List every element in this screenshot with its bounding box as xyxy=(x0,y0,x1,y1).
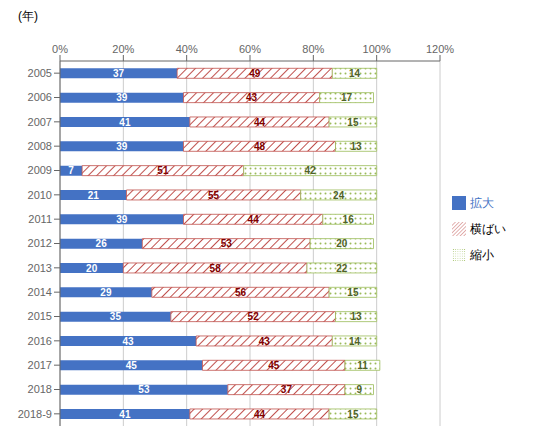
svg-text:58: 58 xyxy=(210,263,222,274)
svg-text:80%: 80% xyxy=(302,43,324,55)
svg-text:55: 55 xyxy=(208,190,220,201)
svg-text:17: 17 xyxy=(341,92,353,103)
svg-text:13: 13 xyxy=(351,311,363,322)
svg-text:44: 44 xyxy=(254,409,266,420)
svg-text:14: 14 xyxy=(349,336,361,347)
svg-text:2006: 2006 xyxy=(28,91,52,103)
svg-text:43: 43 xyxy=(259,336,271,347)
svg-text:2016: 2016 xyxy=(28,335,52,347)
svg-text:44: 44 xyxy=(248,214,260,225)
svg-text:37: 37 xyxy=(113,68,125,79)
svg-text:15: 15 xyxy=(347,287,359,298)
svg-text:11: 11 xyxy=(357,360,368,371)
svg-text:49: 49 xyxy=(249,68,261,79)
svg-text:22: 22 xyxy=(336,263,348,274)
svg-text:45: 45 xyxy=(268,360,280,371)
svg-text:16: 16 xyxy=(343,214,355,225)
svg-text:43: 43 xyxy=(246,92,258,103)
html-text:横ばい: 横ばい xyxy=(470,221,506,236)
svg-text:53: 53 xyxy=(221,238,233,249)
svg-text:39: 39 xyxy=(116,141,128,152)
svg-text:24: 24 xyxy=(333,190,345,201)
html-text:拡大: 拡大 xyxy=(470,195,494,210)
svg-text:37: 37 xyxy=(281,384,293,395)
svg-text:43: 43 xyxy=(123,336,135,347)
svg-text:2018-9: 2018-9 xyxy=(18,408,52,420)
svg-text:100%: 100% xyxy=(363,43,391,55)
svg-text:14: 14 xyxy=(349,68,361,79)
svg-text:40%: 40% xyxy=(176,43,198,55)
svg-text:13: 13 xyxy=(351,141,363,152)
svg-text:20: 20 xyxy=(336,238,348,249)
svg-text:2010: 2010 xyxy=(28,189,52,201)
svg-text:21: 21 xyxy=(88,190,100,201)
svg-text:9: 9 xyxy=(356,384,362,395)
svg-text:60%: 60% xyxy=(239,43,261,55)
svg-text:48: 48 xyxy=(254,141,266,152)
svg-text:15: 15 xyxy=(347,409,359,420)
svg-text:35: 35 xyxy=(110,311,122,322)
svg-text:41: 41 xyxy=(119,117,131,128)
svg-text:120%: 120% xyxy=(426,43,454,55)
svg-text:2008: 2008 xyxy=(28,140,52,152)
svg-text:20: 20 xyxy=(86,263,98,274)
html-text:縮小: 縮小 xyxy=(470,247,494,262)
svg-text:39: 39 xyxy=(116,214,128,225)
svg-text:42: 42 xyxy=(305,165,317,176)
svg-text:2014: 2014 xyxy=(28,286,52,298)
svg-text:2015: 2015 xyxy=(28,310,52,322)
svg-text:2009: 2009 xyxy=(28,164,52,176)
svg-text:41: 41 xyxy=(119,409,131,420)
svg-text:56: 56 xyxy=(235,287,247,298)
svg-text:20%: 20% xyxy=(112,43,134,55)
svg-text:2011: 2011 xyxy=(28,213,52,225)
svg-text:29: 29 xyxy=(100,287,112,298)
html-text:(年): (年) xyxy=(18,9,38,23)
svg-text:51: 51 xyxy=(157,165,169,176)
svg-text:2018: 2018 xyxy=(28,383,52,395)
svg-text:2013: 2013 xyxy=(28,262,52,274)
svg-text:39: 39 xyxy=(116,92,128,103)
svg-text:53: 53 xyxy=(138,384,150,395)
svg-text:44: 44 xyxy=(254,117,266,128)
svg-text:52: 52 xyxy=(248,311,260,322)
svg-text:0%: 0% xyxy=(52,43,68,55)
svg-text:26: 26 xyxy=(96,238,108,249)
svg-text:2007: 2007 xyxy=(28,116,52,128)
svg-text:2005: 2005 xyxy=(28,67,52,79)
svg-text:45: 45 xyxy=(126,360,138,371)
svg-text:7: 7 xyxy=(68,165,74,176)
svg-text:15: 15 xyxy=(347,117,359,128)
svg-text:2017: 2017 xyxy=(28,359,52,371)
svg-text:2012: 2012 xyxy=(28,237,52,249)
